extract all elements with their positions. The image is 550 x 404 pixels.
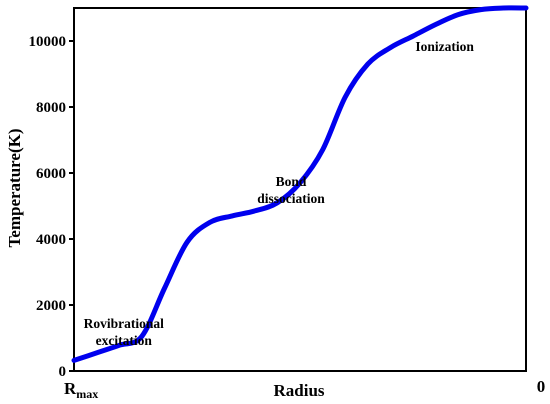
- x-tick-label-rmax-main: R: [64, 379, 77, 398]
- annotation-line: dissociation: [257, 191, 325, 206]
- y-ticks: 0 2000 4000 6000 8000 10000: [29, 34, 74, 380]
- annotation-label: Bond dissociation: [257, 174, 325, 206]
- annotations: Rovibrational excitation Bond dissociation I…: [84, 39, 475, 348]
- annotation-line: Bond: [276, 174, 307, 189]
- x-axis-title: Radius: [273, 381, 324, 400]
- annotation-line: Ionization: [415, 39, 474, 54]
- plot-frame: [73, 7, 527, 372]
- y-tick-label: 6000: [36, 166, 66, 182]
- annotation-label: Ionization: [415, 39, 474, 54]
- x-tick-label-rmax: Rmax: [64, 379, 98, 401]
- series-layer: [71, 5, 529, 363]
- x-tick-label-zero: 0: [537, 377, 546, 396]
- y-axis-title: Temperature(K): [5, 129, 24, 248]
- annotation-line: Rovibrational: [84, 316, 165, 331]
- series-line: [71, 5, 529, 363]
- y-tick-label: 10000: [29, 34, 67, 50]
- annotation-label: Rovibrational excitation: [84, 316, 165, 348]
- y-tick-label: 0: [59, 364, 67, 380]
- y-tick-label: 4000: [36, 232, 66, 248]
- y-tick-label: 8000: [36, 100, 66, 116]
- annotation-line: excitation: [96, 333, 153, 348]
- x-tick-label-rmax-sub: max: [76, 387, 98, 401]
- axes: [73, 7, 527, 372]
- y-tick-label: 2000: [36, 298, 66, 314]
